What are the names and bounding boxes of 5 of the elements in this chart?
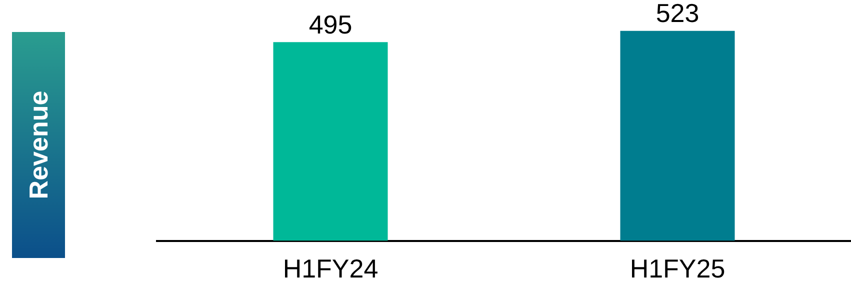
data-label: 495 (308, 9, 352, 40)
y-axis-title: Revenue (23, 90, 54, 200)
data-label: 523 (656, 0, 700, 28)
x-tick-label: H1FY24 (282, 254, 378, 284)
x-tick-label: H1FY25 (630, 254, 726, 284)
